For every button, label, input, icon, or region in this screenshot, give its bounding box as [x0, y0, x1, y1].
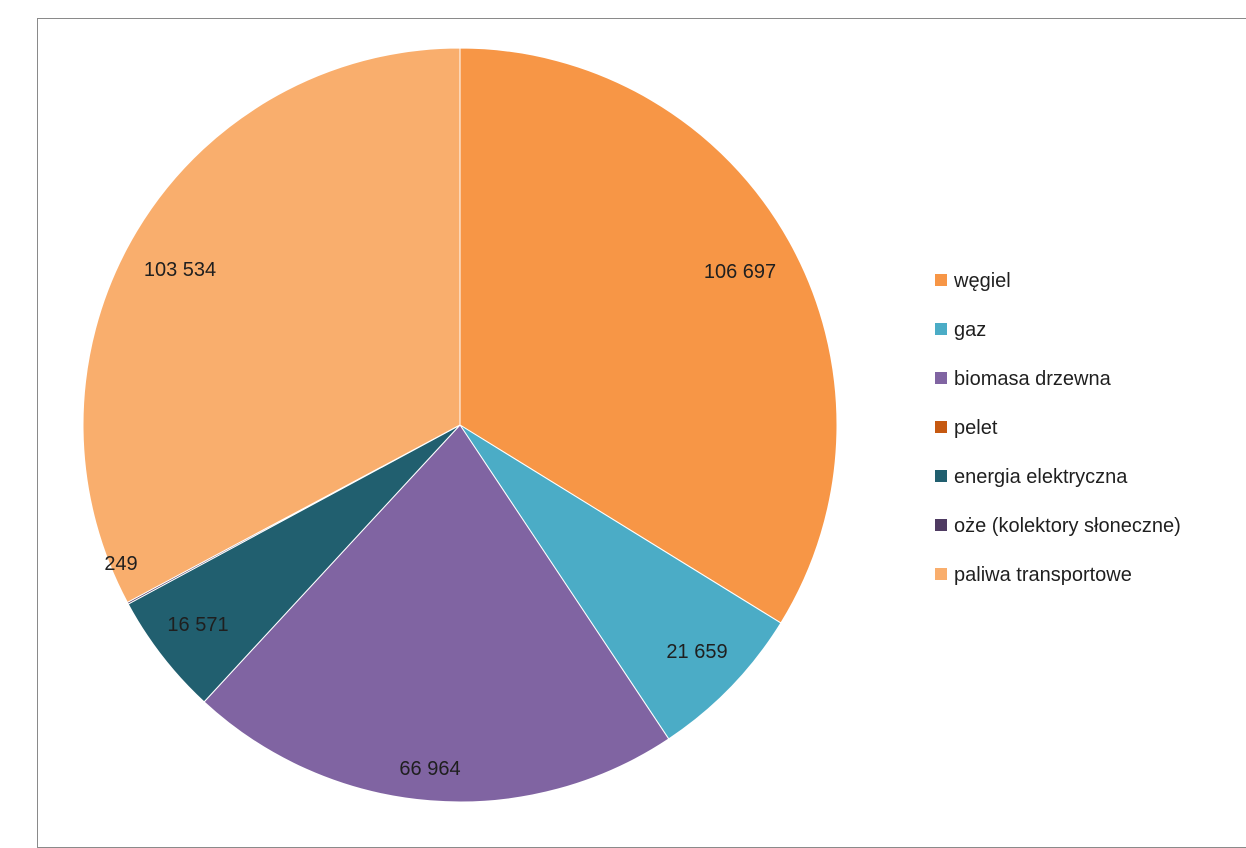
legend-swatch-3	[935, 372, 947, 384]
legend-swatch-7	[935, 568, 947, 580]
data-label-5: 16 571	[167, 614, 228, 636]
legend: węgiel gaz biomasa drzewna pelet energia ele…	[935, 270, 1181, 586]
data-label-6: 249	[104, 553, 137, 575]
legend-label-7: paliwa transportowe	[954, 564, 1132, 586]
pie-slice-7	[82, 47, 461, 604]
legend-label-5: energia elektryczna	[954, 466, 1128, 488]
legend-swatch-1	[935, 274, 947, 286]
legend-label-3: biomasa drzewna	[954, 368, 1112, 390]
legend-swatch-6	[935, 519, 947, 531]
legend-label-4: pelet	[954, 417, 998, 439]
legend-label-1: węgiel	[953, 270, 1011, 292]
legend-swatch-4	[935, 421, 947, 433]
data-label-7: 103 534	[144, 259, 216, 281]
legend-label-6: oże (kolektory słoneczne)	[954, 515, 1181, 537]
data-label-1: 106 697	[704, 261, 776, 283]
pie-slice-1	[459, 47, 838, 624]
pie-slices	[82, 47, 838, 803]
pie-slice-3	[203, 424, 670, 803]
pie-slice-2	[459, 424, 782, 740]
data-label-3: 66 964	[399, 758, 460, 780]
legend-swatch-2	[935, 323, 947, 335]
legend-swatch-5	[935, 470, 947, 482]
data-label-2: 21 659	[666, 641, 727, 663]
legend-label-2: gaz	[954, 319, 986, 341]
pie-data-labels: 106 697 21 659 66 964 16 571 249 103 534	[104, 259, 776, 780]
